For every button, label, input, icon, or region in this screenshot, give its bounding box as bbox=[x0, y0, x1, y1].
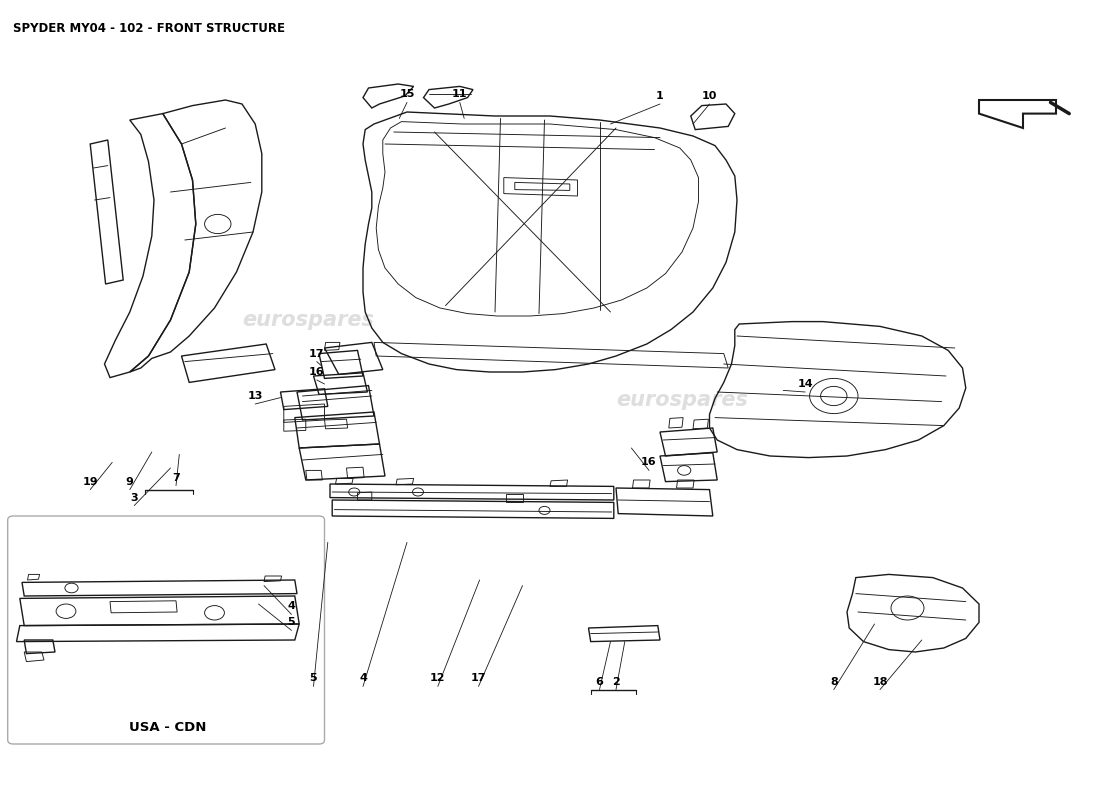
Text: 6: 6 bbox=[595, 677, 604, 686]
Text: 8: 8 bbox=[829, 677, 838, 686]
Text: SPYDER MY04 - 102 - FRONT STRUCTURE: SPYDER MY04 - 102 - FRONT STRUCTURE bbox=[13, 22, 285, 34]
Text: 5: 5 bbox=[310, 674, 317, 683]
Polygon shape bbox=[979, 100, 1056, 128]
Text: 12: 12 bbox=[430, 674, 446, 683]
Text: 10: 10 bbox=[702, 91, 717, 101]
Text: 19: 19 bbox=[82, 477, 98, 486]
Text: 11: 11 bbox=[452, 90, 468, 99]
Text: 16: 16 bbox=[641, 458, 657, 467]
Text: 3: 3 bbox=[131, 493, 138, 502]
Text: 4: 4 bbox=[287, 602, 296, 611]
Text: 17: 17 bbox=[309, 349, 324, 358]
Text: eurospares: eurospares bbox=[616, 390, 748, 410]
Text: 4: 4 bbox=[359, 674, 367, 683]
Text: 7: 7 bbox=[172, 473, 180, 482]
Text: eurospares: eurospares bbox=[242, 310, 374, 330]
Text: 1: 1 bbox=[656, 91, 664, 101]
Text: 16: 16 bbox=[309, 367, 324, 377]
Text: 2: 2 bbox=[612, 677, 620, 686]
Text: 5: 5 bbox=[288, 618, 295, 627]
Text: USA - CDN: USA - CDN bbox=[129, 722, 206, 734]
FancyBboxPatch shape bbox=[8, 516, 324, 744]
Text: 15: 15 bbox=[399, 90, 415, 99]
Text: 14: 14 bbox=[798, 379, 813, 389]
Text: 9: 9 bbox=[125, 477, 134, 486]
Text: 13: 13 bbox=[248, 391, 263, 401]
Text: 17: 17 bbox=[471, 674, 486, 683]
Text: 18: 18 bbox=[872, 677, 888, 686]
